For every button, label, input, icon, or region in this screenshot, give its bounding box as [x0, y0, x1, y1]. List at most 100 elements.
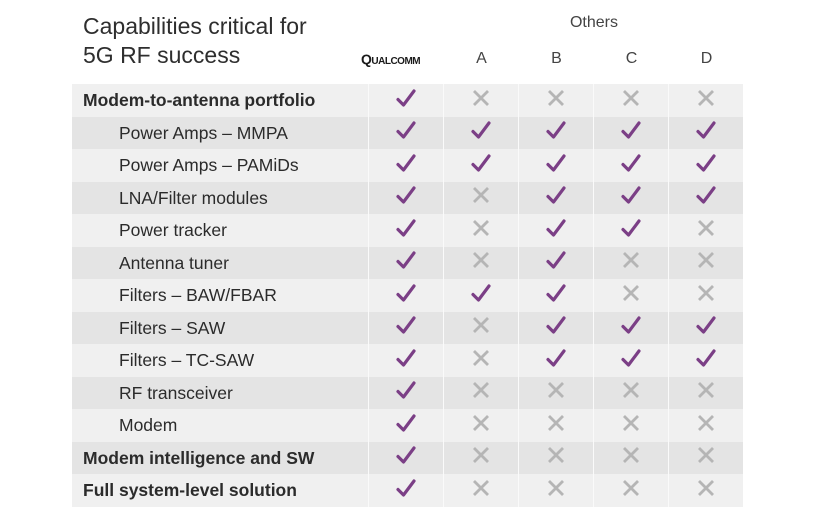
cross-icon	[695, 217, 717, 244]
cross-icon	[470, 184, 492, 211]
table-row: Modem	[72, 409, 743, 442]
cell-qualcomm	[368, 279, 443, 312]
cell-b	[518, 311, 593, 344]
cell-c	[593, 441, 668, 474]
table-row: Filters – BAW/FBAR	[72, 279, 743, 312]
cross-icon	[620, 444, 642, 471]
cell-b	[518, 181, 593, 214]
checkmark-icon	[620, 347, 642, 374]
cross-icon	[545, 87, 567, 114]
cross-icon	[695, 379, 717, 406]
checkmark-icon	[395, 87, 417, 114]
cell-d	[668, 149, 743, 182]
cell-a	[443, 116, 518, 149]
checkmark-icon	[395, 152, 417, 179]
table-row: Power Amps – PAMiDs	[72, 149, 743, 182]
cell-c	[593, 376, 668, 409]
cell-a	[443, 474, 518, 507]
table-row: Antenna tuner	[72, 246, 743, 279]
cell-c	[593, 149, 668, 182]
cell-a	[443, 214, 518, 247]
cell-qualcomm	[368, 474, 443, 507]
cell-d	[668, 181, 743, 214]
cell-c	[593, 214, 668, 247]
checkmark-icon	[470, 119, 492, 146]
row-label: Power Amps – PAMiDs	[119, 155, 299, 175]
title-line-1: Capabilities critical for	[83, 13, 307, 39]
row-label: RF transceiver	[119, 382, 233, 403]
page-title: Capabilities critical for 5G RF success	[83, 12, 307, 70]
row-label: Antenna tuner	[119, 252, 229, 273]
cross-icon	[470, 217, 492, 244]
row-label: Filters – SAW	[119, 317, 226, 338]
checkmark-icon	[395, 444, 417, 471]
checkmark-icon	[545, 314, 567, 341]
row-label: Modem-to-antenna portfolio	[83, 90, 316, 110]
cell-qualcomm	[368, 311, 443, 344]
cross-icon	[545, 444, 567, 471]
cross-icon	[620, 477, 642, 504]
cross-icon	[620, 282, 642, 309]
checkmark-icon	[395, 379, 417, 406]
table-row: Full system-level solution	[72, 474, 743, 507]
cell-b	[518, 474, 593, 507]
cell-b	[518, 344, 593, 377]
row-label: Power Amps – MMPA	[119, 122, 288, 143]
checkmark-icon	[620, 152, 642, 179]
cross-icon	[470, 347, 492, 374]
cell-qualcomm	[368, 181, 443, 214]
checkmark-icon	[545, 184, 567, 211]
cell-qualcomm	[368, 116, 443, 149]
cell-b	[518, 149, 593, 182]
cell-a	[443, 376, 518, 409]
checkmark-icon	[395, 282, 417, 309]
cross-icon	[470, 87, 492, 114]
cell-d	[668, 279, 743, 312]
cell-b	[518, 116, 593, 149]
checkmark-icon	[620, 314, 642, 341]
cell-b	[518, 84, 593, 117]
cell-qualcomm	[368, 149, 443, 182]
cell-d	[668, 311, 743, 344]
cell-a	[443, 441, 518, 474]
cell-d	[668, 474, 743, 507]
cell-d	[668, 116, 743, 149]
checkmark-icon	[620, 217, 642, 244]
cell-d	[668, 376, 743, 409]
column-header-d: D	[700, 50, 713, 67]
row-label: Full system-level solution	[83, 480, 297, 500]
checkmark-icon	[695, 314, 717, 341]
cross-icon	[620, 249, 642, 276]
checkmark-icon	[395, 249, 417, 276]
cell-qualcomm	[368, 409, 443, 442]
cell-c	[593, 181, 668, 214]
cell-a	[443, 311, 518, 344]
cell-c	[593, 279, 668, 312]
cell-a	[443, 84, 518, 117]
cell-qualcomm	[368, 441, 443, 474]
cross-icon	[470, 477, 492, 504]
cell-c	[593, 246, 668, 279]
cross-icon	[695, 412, 717, 439]
cell-c	[593, 409, 668, 442]
table-row: RF transceiver	[72, 376, 743, 409]
table-row: Power tracker	[72, 214, 743, 247]
cell-a	[443, 181, 518, 214]
checkmark-icon	[545, 347, 567, 374]
checkmark-icon	[545, 119, 567, 146]
column-header-b: B	[551, 50, 562, 67]
table-row: Power Amps – MMPA	[72, 116, 743, 149]
others-group-label: Others	[569, 14, 618, 31]
checkmark-icon	[695, 184, 717, 211]
cross-icon	[620, 379, 642, 406]
checkmark-icon	[470, 282, 492, 309]
cell-c	[593, 474, 668, 507]
row-label: Power tracker	[119, 220, 227, 240]
checkmark-icon	[695, 152, 717, 179]
cell-d	[668, 246, 743, 279]
cell-b	[518, 376, 593, 409]
cell-b	[518, 214, 593, 247]
title-line-2: 5G RF success	[83, 42, 241, 68]
row-label: Modem	[119, 415, 178, 435]
cell-qualcomm	[368, 84, 443, 117]
